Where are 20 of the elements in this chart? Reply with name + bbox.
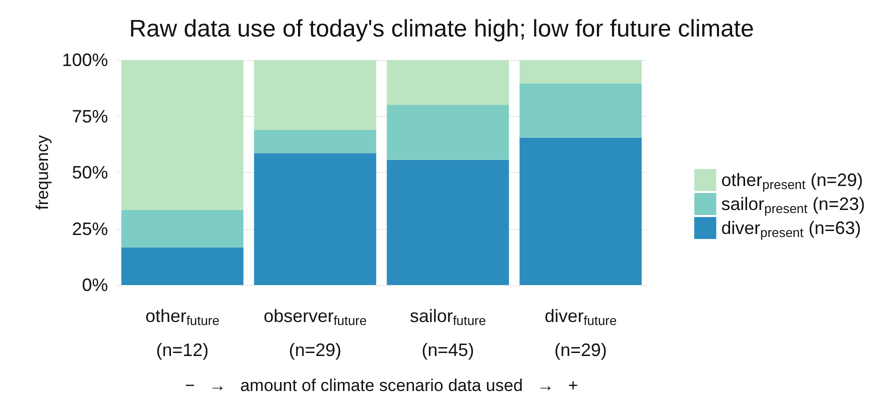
bar (254, 153, 376, 285)
y-tick-label: 50% (72, 162, 108, 182)
y-axis-title: frequency (33, 134, 52, 210)
bar (121, 210, 244, 248)
bar (386, 60, 509, 105)
chart-title: Raw data use of today's climate high; low for future climate (129, 16, 754, 42)
y-tick-label: 100% (62, 50, 108, 70)
bar (254, 130, 376, 154)
bar (121, 60, 244, 210)
bar (386, 105, 509, 160)
bar (520, 138, 642, 285)
x-axis-title: − → amount of climate scenario data used → + (184, 376, 578, 395)
bar (121, 247, 244, 285)
y-tick-label: 0% (82, 275, 108, 295)
y-tick-label: 75% (72, 106, 108, 126)
bar (254, 60, 376, 130)
bar (520, 83, 642, 138)
y-tick-label: 25% (72, 218, 108, 239)
bar (386, 160, 509, 285)
bar (520, 60, 642, 84)
